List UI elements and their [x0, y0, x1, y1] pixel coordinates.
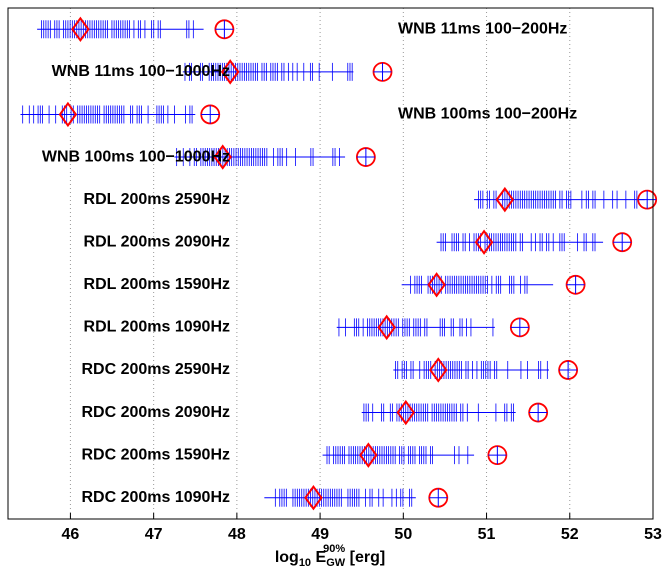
limit-cross [201, 105, 220, 124]
row-label: WNB 100ms 100−200Hz [398, 106, 577, 123]
limit-cross [559, 360, 578, 379]
plot-area [8, 8, 653, 519]
median-diamond [495, 186, 515, 213]
x-tick-label: 52 [561, 526, 579, 543]
sample-cluster [264, 488, 416, 507]
labels: WNB 11ms 100−200Hz WNB 11ms 100−1000Hz WNB… [42, 21, 577, 506]
limit-marker [372, 61, 393, 82]
median-diamond [474, 229, 494, 255]
median-diamond [58, 101, 78, 128]
x-tick-label: 53 [644, 526, 662, 543]
median-diamond [396, 399, 416, 426]
row-label: RDL 200ms 1590Hz [84, 276, 230, 293]
row-label: RDC 200ms 1590Hz [81, 446, 230, 463]
x-tick-label: 50 [394, 526, 412, 543]
sample-cluster [474, 190, 645, 209]
limit-cross [510, 318, 529, 337]
limit-cross [566, 275, 585, 294]
limit-marker [612, 232, 633, 253]
grid: 46 47 48 49 50 51 52 53 [62, 8, 662, 543]
sample-cluster [436, 233, 604, 252]
row-label: WNB 11ms 100−200Hz [398, 21, 567, 38]
limit-marker [355, 147, 376, 167]
limit-marker [528, 402, 549, 423]
row-label: RDL 200ms 2090Hz [84, 233, 230, 250]
median-diamond [377, 314, 396, 341]
x-axis-label: log10 EGW90% [erg] [275, 543, 385, 569]
limit-marker [428, 487, 449, 508]
sample-cluster [393, 360, 549, 379]
median-diamond [359, 442, 378, 468]
limit-cross [488, 446, 507, 465]
marks [20, 16, 658, 511]
limit-cross [215, 20, 234, 39]
sample-cluster [322, 446, 475, 465]
limit-marker [487, 445, 508, 466]
row-label: RDL 200ms 1090Hz [84, 319, 230, 336]
x-tick-label: 46 [62, 526, 80, 543]
limit-cross [373, 62, 392, 81]
limit-marker [565, 274, 586, 295]
x-tick-label: 51 [478, 526, 496, 543]
x-tick-label: 48 [228, 526, 246, 543]
plot-frame [7, 7, 654, 520]
median-diamond [304, 485, 323, 511]
x-tick-label: 47 [145, 526, 163, 543]
median-diamond [220, 59, 240, 85]
x-tick-label: 49 [311, 526, 329, 543]
sample-cluster [182, 62, 354, 81]
row-label: RDL 200ms 2590Hz [84, 191, 230, 208]
row-label: RDC 200ms 1090Hz [81, 489, 230, 506]
row-label: RDC 200ms 2590Hz [81, 361, 230, 378]
limit-marker [200, 104, 221, 125]
row-label: WNB 11ms 100−1000Hz [52, 63, 230, 80]
median-diamond [71, 16, 90, 42]
limit-marker [214, 19, 235, 40]
limit-marker [509, 317, 530, 338]
row-label: WNB 100ms 100−1000Hz [42, 148, 230, 165]
limit-marker [558, 360, 579, 380]
limit-cross [613, 233, 632, 252]
limit-cross [356, 148, 375, 167]
sample-cluster [20, 105, 196, 124]
limit-cross [429, 488, 448, 507]
median-diamond [427, 272, 446, 298]
row-label: RDC 200ms 2090Hz [81, 404, 230, 421]
median-diamond [429, 357, 448, 383]
median-diamond [213, 144, 232, 170]
sample-cluster [37, 20, 204, 39]
limit-cross [529, 403, 548, 422]
